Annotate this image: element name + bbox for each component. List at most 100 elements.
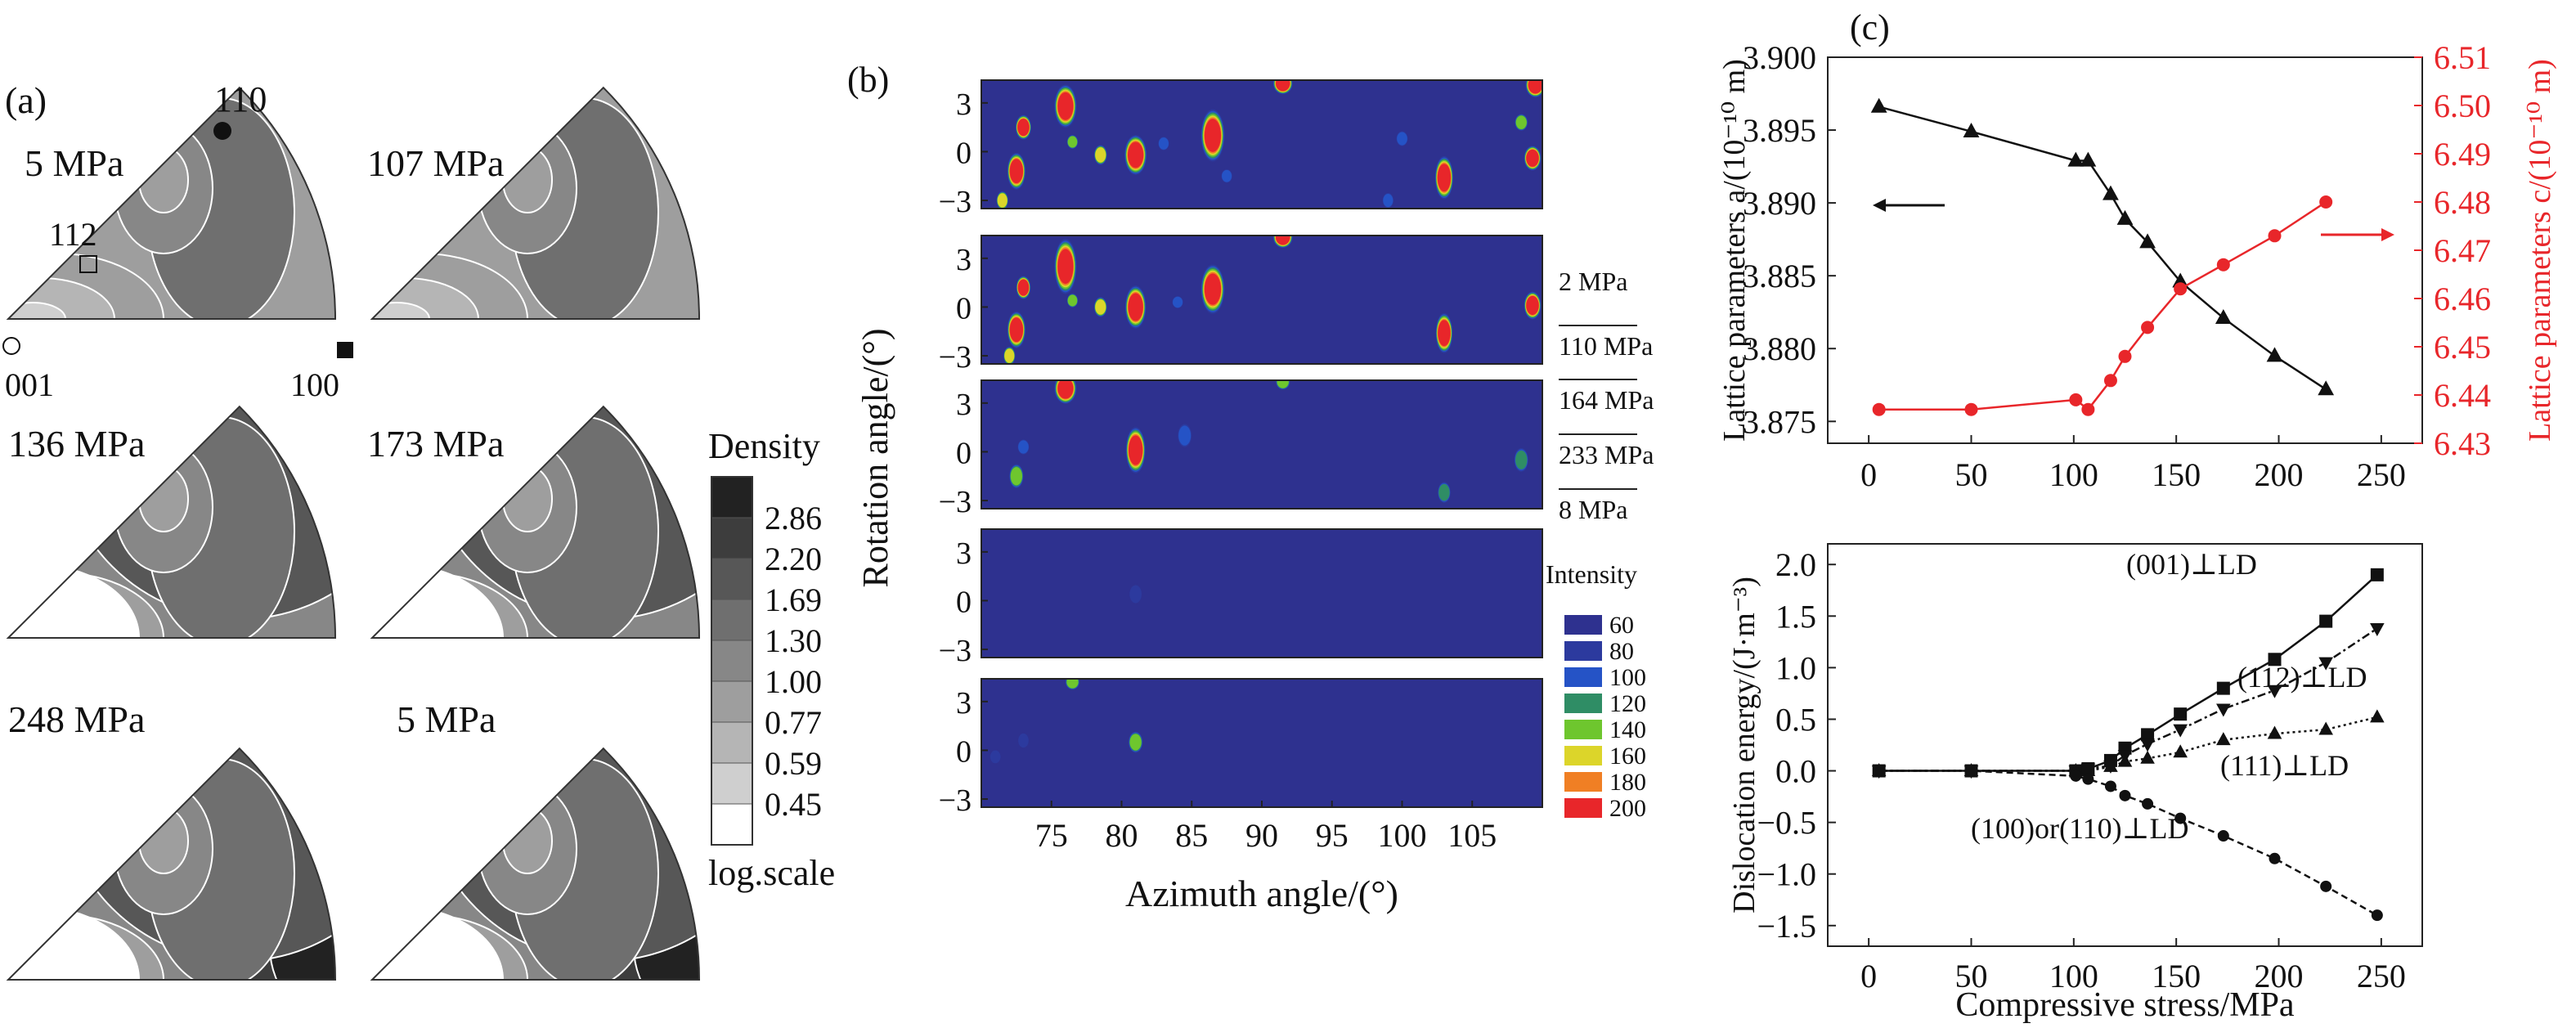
data-point xyxy=(2268,653,2282,667)
data-point xyxy=(2174,707,2188,721)
ytick-label-right: 6.50 xyxy=(2434,88,2491,124)
heatmap-ytick-label: 0 xyxy=(956,585,972,619)
intensity-swatch xyxy=(1564,641,1602,661)
series-label: (111)⊥LD xyxy=(2220,749,2349,782)
data-point xyxy=(1873,765,1885,777)
pole-001-marker xyxy=(2,337,20,355)
pole-figure-outline xyxy=(370,405,701,639)
pole-figure-outline xyxy=(6,86,337,320)
series-label: (001)⊥LD xyxy=(2126,548,2257,581)
xlabel: Compressive stress/MPa xyxy=(1955,986,2295,1024)
ytick-label-right: 6.45 xyxy=(2434,329,2491,366)
intensity-swatch xyxy=(1564,798,1602,818)
stress-label: 136 MPa xyxy=(8,423,145,465)
ylabel-left: Lattice parameters a/(10⁻¹⁰ m) xyxy=(1717,59,1752,442)
ytick-label: 1.5 xyxy=(1775,598,1816,635)
lattice-parameter-chart: 0 50 100 150 200 250 3.900 3.895 3.890 3.885 3.880… xyxy=(1717,39,2557,493)
data-point xyxy=(2319,614,2333,628)
panel-b-ylabel: Rotation angle/(°) xyxy=(855,329,895,588)
data-point xyxy=(2142,797,2154,810)
series-line xyxy=(1878,716,2378,772)
pole-112-marker xyxy=(79,255,97,273)
data-point xyxy=(2318,721,2333,735)
intensity-spot-ring xyxy=(1526,295,1539,316)
intensity-spot-ring xyxy=(1128,293,1143,321)
heatmap-ytick-label: −3 xyxy=(939,185,972,219)
data-point xyxy=(2318,657,2333,671)
stress-label: 5 MPa xyxy=(397,698,496,740)
colorbar-cell xyxy=(711,517,753,559)
intensity-spot-ring xyxy=(1095,147,1106,163)
colorbar-tick-label: 2.86 xyxy=(765,500,822,536)
heatmap-xtick-label: 80 xyxy=(1106,817,1138,854)
intensity-spot-ring xyxy=(1057,92,1074,120)
colorbar-cell xyxy=(711,721,753,764)
heatmap-xtick-label: 105 xyxy=(1447,817,1497,854)
data-point xyxy=(2266,347,2283,362)
xtick-label: 100 xyxy=(2049,456,2098,493)
data-point xyxy=(2319,195,2333,209)
intensity-spot-ring xyxy=(1067,294,1078,307)
data-point xyxy=(2140,738,2155,752)
intensity-spot-ring xyxy=(1129,585,1142,604)
heatmap-xtick-label: 75 xyxy=(1035,817,1068,854)
intensity-spot-ring xyxy=(1067,136,1078,148)
pole-figure-outline xyxy=(6,747,337,981)
intensity-spot-ring xyxy=(1276,80,1290,92)
xtick-label: 200 xyxy=(2255,958,2304,994)
pole-112-label: 112 xyxy=(49,216,97,253)
arrow-head xyxy=(2381,228,2394,241)
intensity-spot-ring xyxy=(1438,320,1451,347)
data-point xyxy=(2141,728,2155,742)
ylabel: Dislocation energy/(J·m⁻³) xyxy=(1727,577,1761,914)
intensity-spot-ring xyxy=(1017,279,1030,296)
ytick-label-left: 3.885 xyxy=(1743,258,1816,294)
colorbar-cell xyxy=(711,640,753,682)
data-point xyxy=(2217,830,2229,842)
data-point xyxy=(2174,812,2187,824)
series-label: (112)⊥LD xyxy=(2237,661,2367,694)
intensity-spot-ring xyxy=(1009,159,1024,184)
colorbar-cell xyxy=(711,803,753,846)
heatmap-panel: 3 0 −3 xyxy=(939,79,1543,219)
panel-b-label: (b) xyxy=(847,60,889,100)
intensity-spot-ring xyxy=(1276,236,1290,245)
dislocation-energy-chart: 0 50 100 150 200 250 2.0 1.5 1.0 0.5 0.0 −0.5 −1.0 −1… xyxy=(1727,543,2423,1024)
intensity-level-label: 100 xyxy=(1609,664,1646,691)
ytick-label-right: 6.51 xyxy=(2434,39,2491,76)
ytick-label-right: 6.44 xyxy=(2434,377,2491,414)
plot-frame xyxy=(1827,56,2423,444)
heatmap-ytick-label: 3 xyxy=(956,88,972,122)
data-point xyxy=(2320,880,2332,892)
data-point xyxy=(2080,762,2096,776)
heatmap-panel: 3 0 −3 xyxy=(939,528,1543,668)
series-label: (100)or(110)⊥LD xyxy=(1971,812,2188,845)
heatmap-ytick-label: −3 xyxy=(939,634,972,668)
data-point xyxy=(2118,349,2132,363)
intensity-spot-ring xyxy=(1397,132,1407,146)
heatmap-ytick-label: 0 xyxy=(956,734,972,769)
arrow-head xyxy=(1873,199,1886,212)
ytick-label: −1.0 xyxy=(1757,856,1816,893)
colorbar-cell xyxy=(711,762,753,805)
stress-label: 5 MPa xyxy=(25,142,123,184)
data-point xyxy=(2082,773,2094,785)
pole-figure-grid: 5 MPa 107 MPa 136 MPa 173 MPa 248 MPa 5 MPa xyxy=(6,86,701,981)
intensity-swatch xyxy=(1564,772,1602,792)
pole-figure: 136 MPa xyxy=(6,405,337,639)
intensity-title: Intensity xyxy=(1546,559,1637,589)
ytick-label: 2.0 xyxy=(1775,546,1816,583)
panel-b: (b) 3 0 −3 3 0 −3 3 0 −3 3 0 −3 3 0 −3 75 80 85 90 95 100 105… xyxy=(847,60,1654,914)
pole-figure: 107 MPa xyxy=(367,86,701,320)
intensity-spot-ring xyxy=(1128,435,1143,465)
colorbar-tick-label: 1.30 xyxy=(765,622,822,659)
heatmap-ytick-label: −3 xyxy=(939,783,972,818)
data-point xyxy=(2216,732,2231,746)
intensity-spot-ring xyxy=(1204,119,1222,152)
intensity-spot-ring xyxy=(1528,80,1542,94)
colorbar-frame xyxy=(711,476,753,846)
pole-figure-contours xyxy=(8,97,295,319)
